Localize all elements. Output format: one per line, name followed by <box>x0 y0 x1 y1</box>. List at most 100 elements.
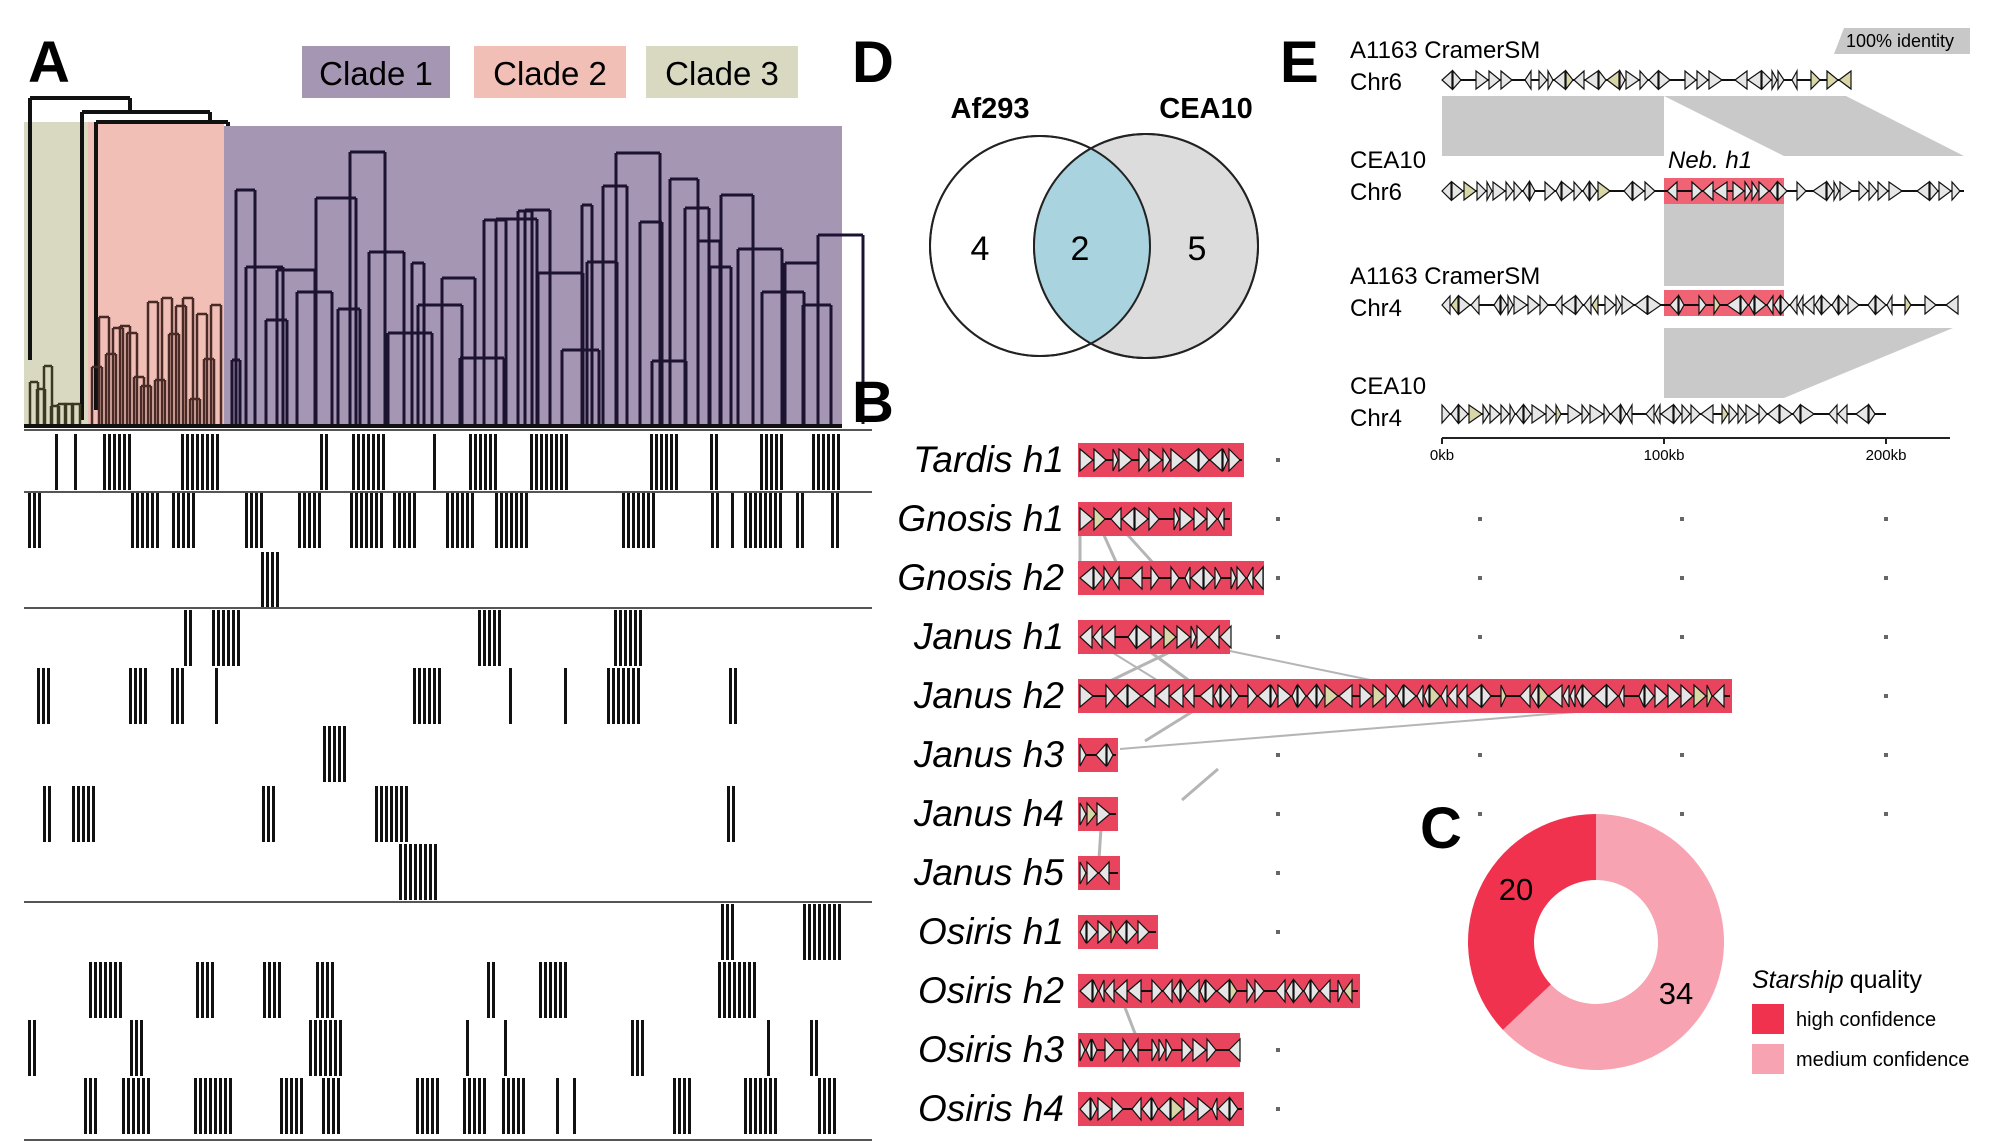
gene-arrow <box>1246 977 1255 1005</box>
venn-left-outline <box>929 135 1151 357</box>
gene-arrow <box>1500 69 1513 91</box>
presence-mark <box>109 962 112 1018</box>
presence-mark <box>456 492 459 548</box>
presence-mark <box>128 434 131 490</box>
presence-mark <box>267 786 270 842</box>
grid-dot <box>1884 576 1888 580</box>
gene-arrow <box>1492 180 1506 202</box>
gene-arrow <box>1429 683 1441 709</box>
gene-arrow <box>1509 402 1516 426</box>
haplotype-label: Janus h1 <box>913 616 1064 657</box>
presence-mark <box>362 434 365 490</box>
gene-arrow <box>1606 683 1619 709</box>
presence-mark <box>748 962 751 1018</box>
gene-arrow <box>1945 294 1959 316</box>
presence-mark <box>82 786 85 842</box>
presence-mark <box>466 1020 469 1076</box>
gene-arrow <box>1236 565 1247 591</box>
presence-mark <box>94 1078 97 1134</box>
gene-arrow <box>1712 180 1728 202</box>
gene-arrow <box>1079 743 1087 767</box>
gene-arrow <box>1162 446 1171 474</box>
presence-mark <box>318 492 321 548</box>
gene-arrow <box>1666 180 1678 202</box>
gene-arrow <box>1216 978 1230 1004</box>
presence-mark <box>129 668 132 724</box>
presence-mark <box>298 492 301 548</box>
gene-arrow <box>1162 978 1173 1004</box>
presence-mark <box>319 1020 322 1076</box>
presence-mark <box>665 434 668 490</box>
presence-mark <box>564 668 567 724</box>
gene-arrow <box>1230 566 1237 590</box>
presence-mark <box>753 962 756 1018</box>
presence-mark <box>196 962 199 1018</box>
presence-mark <box>827 434 830 490</box>
gene-arrow <box>1136 624 1151 650</box>
gene-arrow <box>1396 684 1404 708</box>
gene-arrow <box>1732 180 1745 202</box>
presence-mark <box>507 1078 510 1134</box>
presence-mark <box>324 1020 327 1076</box>
gene-arrow <box>1141 1096 1152 1122</box>
haplotype-rows: Tardis h1 Gnosis h1 Gnosis h2 Janus h1 Janus… <box>897 439 1732 1129</box>
gene-arrow <box>1740 294 1749 316</box>
gene-arrow <box>1773 294 1781 316</box>
presence-mark <box>463 1078 466 1134</box>
gene-arrow <box>1257 683 1271 709</box>
gene-arrow <box>1660 403 1674 425</box>
gene-arrow <box>1800 403 1816 425</box>
gene-arrow <box>1079 861 1087 885</box>
presence-mark <box>184 610 187 666</box>
gene-arrow <box>1691 180 1703 202</box>
gene-arrow <box>1814 294 1822 316</box>
presence-mark <box>469 434 472 490</box>
presence-mark <box>360 492 363 548</box>
gene-arrow <box>1482 403 1490 425</box>
tree-branch <box>202 357 216 424</box>
presence-mark <box>331 962 334 1018</box>
presence-mark <box>194 1078 197 1134</box>
gene-arrow <box>1811 180 1827 202</box>
legend-title-italic: Starship <box>1752 966 1844 994</box>
gene-arrow <box>1079 920 1087 944</box>
tree-branch <box>97 315 111 424</box>
presence-mark <box>377 434 380 490</box>
presence-mark <box>375 786 378 842</box>
presence-mark <box>147 1078 150 1134</box>
presence-mark <box>539 962 542 1018</box>
gene-arrow <box>1634 294 1648 316</box>
gene-arrow <box>1219 624 1232 650</box>
gene-arrow <box>1205 978 1217 1004</box>
gene-arrow <box>1581 403 1590 425</box>
presence-mark <box>295 1078 298 1134</box>
gene-arrow <box>1254 978 1265 1004</box>
presence-mark <box>774 492 777 548</box>
presence-mark <box>37 668 40 724</box>
tree-branch <box>416 303 464 424</box>
gene-arrow <box>1524 69 1532 91</box>
presence-mark <box>94 962 97 1018</box>
donut-slice-high <box>1468 814 1596 1030</box>
presence-mark <box>817 434 820 490</box>
gene-arrow <box>1582 683 1594 709</box>
presence-mark <box>734 668 737 724</box>
presence-mark <box>564 962 567 1018</box>
presence-mark <box>632 492 635 548</box>
gene-arrow <box>1475 69 1489 91</box>
gene-arrow <box>1104 1037 1116 1063</box>
matrix-dividers <box>24 429 872 1141</box>
presence-mark <box>488 610 491 666</box>
grid-dot <box>1276 635 1280 639</box>
gene-track <box>1079 682 1730 710</box>
presence-mark <box>729 668 732 724</box>
presence-mark <box>471 492 474 548</box>
gene-arrow <box>1725 294 1741 316</box>
presence-mark <box>780 434 783 490</box>
presence-mark <box>146 492 149 548</box>
gene-arrow <box>1573 180 1583 202</box>
gene-arrow <box>1582 180 1590 202</box>
gene-arrow <box>1734 69 1748 91</box>
gene-arrow <box>1681 403 1691 425</box>
gene-arrow <box>1192 1037 1207 1063</box>
